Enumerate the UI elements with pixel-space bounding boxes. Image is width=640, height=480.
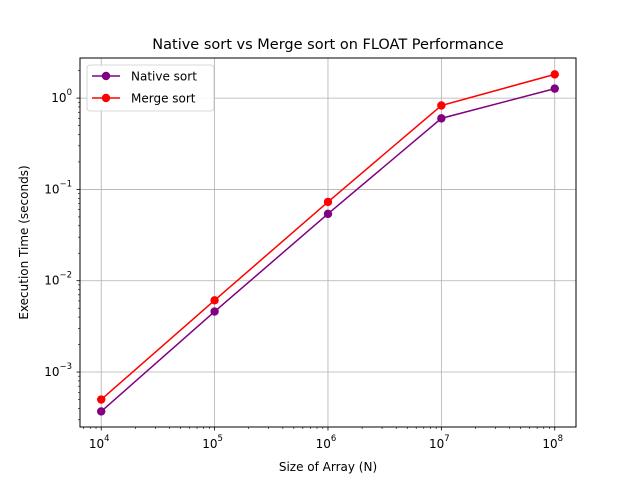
y-axis-label: Execution Time (seconds) xyxy=(17,165,31,319)
data-point xyxy=(550,70,559,79)
x-tick-base: 10 xyxy=(542,437,557,451)
x-tick-exponent: 6 xyxy=(331,434,336,444)
y-tick-exponent: 0 xyxy=(67,88,72,98)
y-tick-label: 100 xyxy=(51,88,72,105)
x-tick-label: 108 xyxy=(542,434,563,451)
y-tick-label: 10−3 xyxy=(44,362,72,379)
legend-item: Native sort xyxy=(92,70,197,84)
legend-label: Native sort xyxy=(131,70,197,84)
data-point xyxy=(210,307,219,316)
x-tick-exponent: 4 xyxy=(104,434,109,444)
x-tick-base: 10 xyxy=(89,437,104,451)
y-tick-exponent: −3 xyxy=(59,362,72,372)
y-tick-exponent: −1 xyxy=(59,179,72,189)
series-layer xyxy=(97,70,559,416)
x-tick-base: 10 xyxy=(429,437,444,451)
y-tick-exponent: −2 xyxy=(59,271,72,281)
legend-label: Merge sort xyxy=(131,92,196,106)
x-tick-base: 10 xyxy=(316,437,331,451)
data-point xyxy=(97,407,106,416)
x-tick-label: 104 xyxy=(89,434,110,451)
x-tick-label: 107 xyxy=(429,434,450,451)
chart-title: Native sort vs Merge sort on FLOAT Perfo… xyxy=(152,37,503,53)
series-1 xyxy=(97,70,559,404)
legend: Native sort Merge sort xyxy=(86,64,215,112)
y-tick-base: 10 xyxy=(44,365,59,379)
x-tick-base: 10 xyxy=(202,437,217,451)
data-point xyxy=(437,114,446,123)
x-tick-exponent: 7 xyxy=(444,434,449,444)
x-axis-label: Size of Array (N) xyxy=(279,460,377,474)
legend-marker xyxy=(101,93,111,103)
data-point xyxy=(97,395,106,404)
data-point xyxy=(210,296,219,305)
data-point xyxy=(437,101,446,110)
data-point xyxy=(323,197,333,207)
data-point xyxy=(323,209,333,219)
x-tick-exponent: 5 xyxy=(218,434,223,444)
y-tick-base: 10 xyxy=(51,91,66,105)
y-tick-base: 10 xyxy=(44,274,59,288)
x-tick-exponent: 8 xyxy=(558,434,563,444)
y-tick-label: 10−1 xyxy=(44,179,72,196)
x-tick-label: 105 xyxy=(202,434,223,451)
y-tick-label: 10−2 xyxy=(44,271,72,288)
legend-marker xyxy=(101,71,111,81)
y-tick-base: 10 xyxy=(44,182,59,196)
x-tick-label: 106 xyxy=(316,434,337,451)
legend-item: Merge sort xyxy=(92,92,196,106)
x-axis: 104 105 106 107 108 xyxy=(83,427,563,451)
series-0 xyxy=(97,84,559,416)
data-point xyxy=(550,84,559,93)
